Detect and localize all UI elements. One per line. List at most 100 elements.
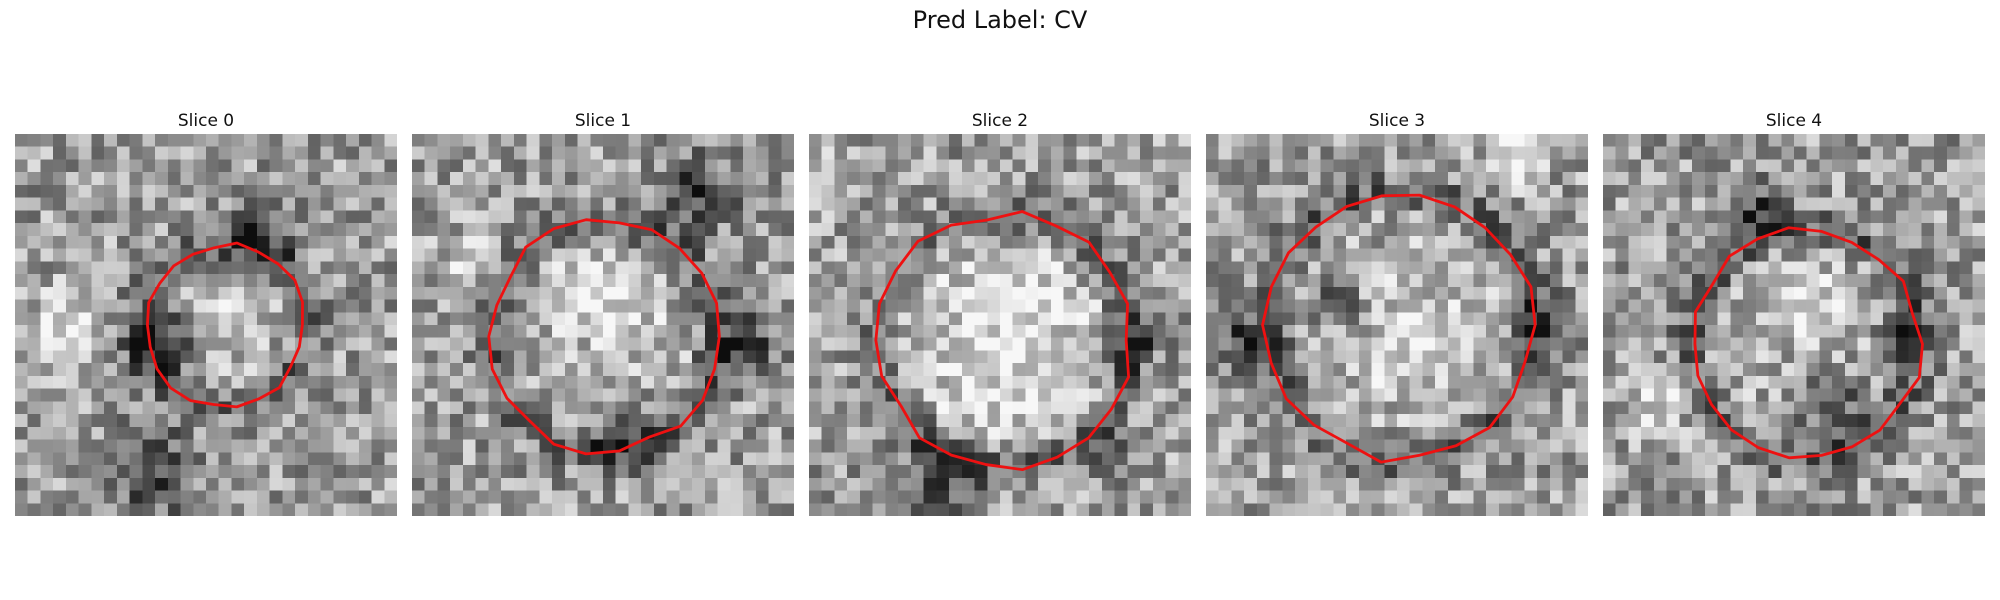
image-pixel	[1320, 235, 1334, 249]
image-pixel	[424, 312, 438, 326]
image-pixel	[475, 388, 489, 402]
image-pixel	[384, 159, 397, 173]
image-pixel	[27, 210, 41, 224]
image-pixel	[1307, 159, 1321, 173]
image-pixel	[1653, 363, 1667, 377]
image-pixel	[590, 452, 604, 466]
image-pixel	[898, 503, 912, 516]
image-pixel	[961, 401, 975, 415]
image-pixel	[180, 235, 194, 249]
image-pixel	[40, 414, 54, 428]
image-pixel	[577, 235, 591, 249]
image-pixel	[1628, 274, 1642, 288]
image-pixel	[1409, 439, 1423, 453]
image-pixel	[1562, 477, 1576, 491]
image-pixel	[1679, 299, 1693, 313]
image-pixel	[462, 388, 476, 402]
image-pixel	[615, 299, 629, 313]
image-pixel	[1921, 477, 1935, 491]
image-pixel	[1435, 134, 1449, 147]
image-pixel	[256, 312, 270, 326]
image-pixel	[704, 426, 718, 440]
image-pixel	[104, 184, 118, 198]
image-pixel	[577, 350, 591, 364]
image-pixel	[231, 325, 245, 338]
image-pixel	[475, 414, 489, 428]
image-pixel	[1498, 477, 1512, 491]
image-pixel	[809, 261, 822, 275]
image-pixel	[1641, 248, 1655, 262]
image-pixel	[218, 452, 232, 466]
image-pixel	[1282, 299, 1296, 313]
image-pixel	[615, 375, 629, 389]
image-pixel	[1959, 363, 1973, 377]
image-pixel	[269, 401, 283, 415]
image-pixel	[1679, 235, 1693, 249]
image-pixel	[1038, 465, 1052, 479]
image-pixel	[333, 210, 347, 224]
image-pixel	[910, 401, 924, 415]
image-pixel	[320, 363, 334, 377]
image-pixel	[1038, 401, 1052, 415]
image-pixel	[1435, 350, 1449, 364]
image-pixel	[755, 274, 769, 288]
image-pixel	[1422, 172, 1436, 186]
image-pixel	[320, 401, 334, 415]
image-pixel	[1603, 375, 1616, 389]
image-pixel	[717, 286, 731, 300]
image-pixel	[1397, 172, 1410, 186]
image-pixel	[755, 426, 769, 440]
image-pixel	[1972, 210, 1985, 224]
image-pixel	[231, 388, 245, 402]
image-pixel	[412, 274, 425, 288]
image-pixel	[27, 337, 41, 351]
image-pixel	[231, 146, 245, 160]
image-pixel	[641, 159, 655, 173]
image-pixel	[923, 146, 937, 160]
image-pixel	[91, 490, 105, 504]
image-pixel	[180, 465, 194, 479]
image-pixel	[923, 363, 937, 377]
image-pixel	[1946, 325, 1960, 338]
image-pixel	[1628, 375, 1642, 389]
image-pixel	[923, 426, 937, 440]
image-pixel	[1206, 490, 1219, 504]
image-pixel	[1641, 261, 1655, 275]
image-pixel	[53, 337, 67, 351]
image-pixel	[231, 286, 245, 300]
image-pixel	[885, 363, 899, 377]
image-pixel	[1511, 312, 1525, 326]
image-pixel	[1025, 439, 1039, 453]
image-pixel	[1794, 465, 1807, 479]
slice-title-0: Slice 0	[177, 111, 235, 131]
image-pixel	[1333, 184, 1347, 198]
image-pixel	[809, 503, 822, 516]
image-pixel	[1895, 197, 1909, 211]
image-pixel	[1755, 172, 1769, 186]
image-pixel	[1435, 312, 1449, 326]
image-pixel	[1460, 312, 1474, 326]
image-pixel	[1435, 375, 1449, 389]
image-pixel	[704, 146, 718, 160]
image-pixel	[539, 172, 553, 186]
image-pixel	[692, 210, 706, 224]
image-pixel	[1435, 452, 1449, 466]
image-pixel	[885, 350, 899, 364]
image-pixel	[1666, 197, 1680, 211]
image-pixel	[358, 223, 372, 237]
image-pixel	[809, 210, 822, 224]
image-pixel	[155, 426, 169, 440]
image-pixel	[781, 235, 794, 249]
image-pixel	[1819, 350, 1833, 364]
image-pixel	[1781, 401, 1795, 415]
image-pixel	[730, 286, 744, 300]
image-pixel	[859, 235, 873, 249]
image-pixel	[809, 439, 822, 453]
image-pixel	[320, 261, 334, 275]
image-pixel	[1653, 490, 1667, 504]
image-pixel	[1165, 134, 1179, 147]
image-pixel	[1603, 184, 1616, 198]
image-pixel	[1549, 414, 1563, 428]
image-pixel	[1256, 223, 1270, 237]
image-pixel	[1511, 248, 1525, 262]
